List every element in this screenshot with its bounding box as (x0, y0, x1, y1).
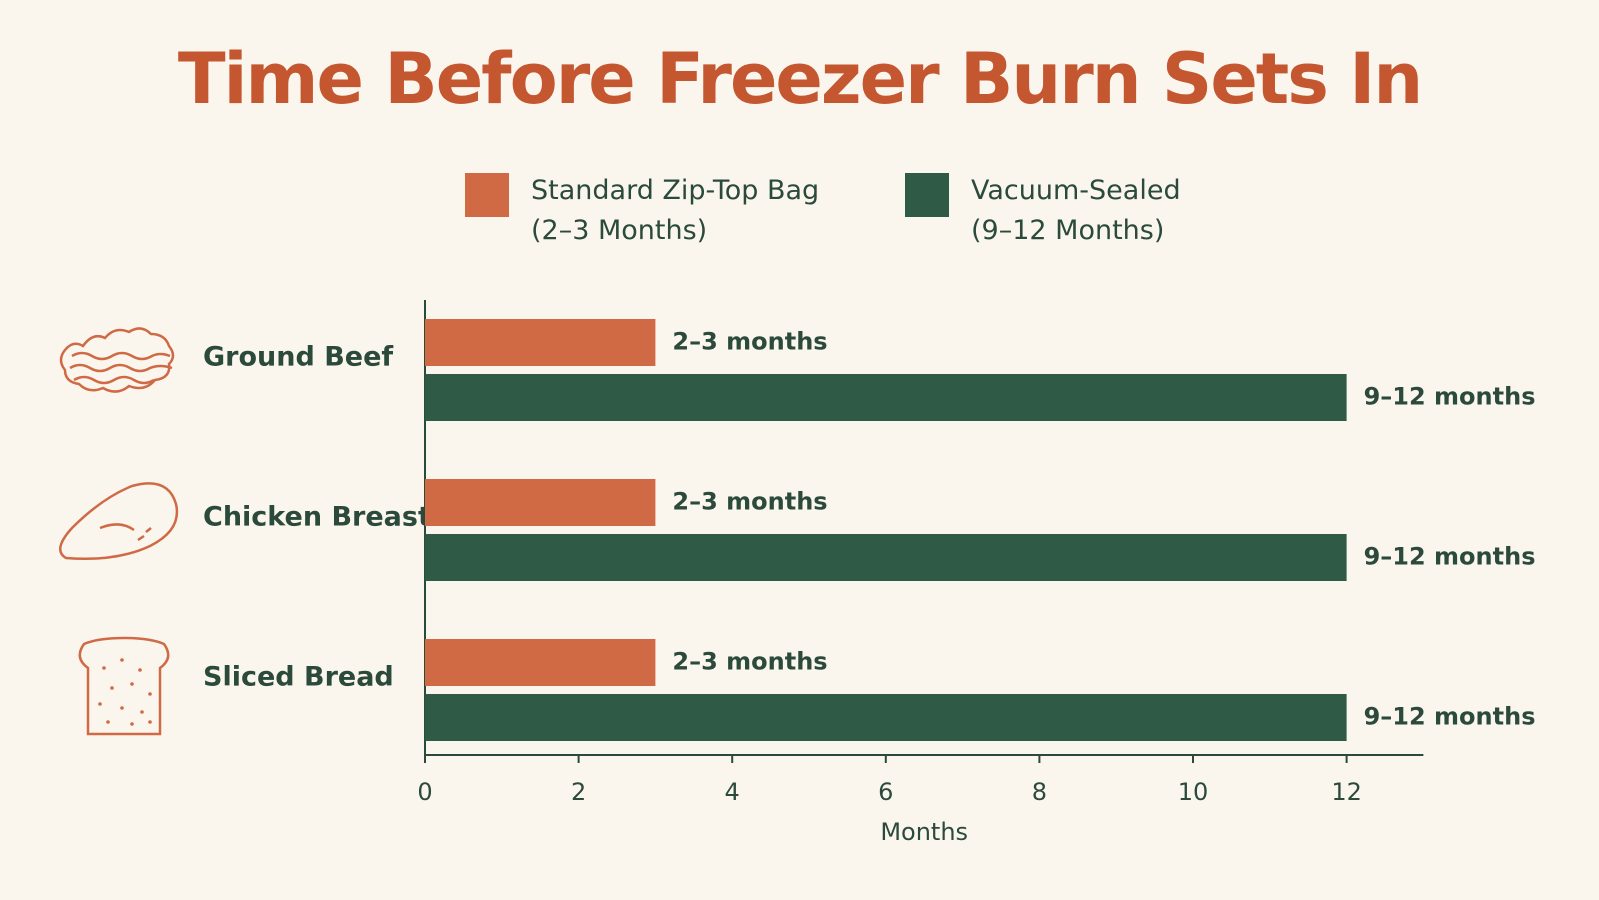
legend-label: Vacuum-Sealed (9–12 Months) (971, 175, 1181, 246)
icons (59, 327, 179, 736)
bar (425, 694, 1347, 741)
value-label: 9–12 months (1364, 383, 1536, 411)
icon-chicken-breast (59, 482, 179, 561)
icon-ground-beef (59, 327, 175, 393)
legend-swatch (465, 173, 509, 217)
x-tick-label: 0 (417, 778, 432, 806)
x-tick-label: 4 (725, 778, 740, 806)
category-label: Ground Beef (203, 342, 393, 373)
x-axis-title: Months (880, 818, 968, 846)
bar (425, 534, 1347, 581)
bar (425, 374, 1347, 421)
value-label: 9–12 months (1364, 703, 1536, 731)
value-label: 9–12 months (1364, 543, 1536, 571)
x-tick-label: 2 (571, 778, 586, 806)
legend-label: Standard Zip-Top Bag (2–3 Months) (531, 175, 820, 246)
chart-title: Time Before Freezer Burn Sets In (177, 38, 1423, 120)
x-tick-label: 8 (1032, 778, 1047, 806)
legend-swatch (905, 173, 949, 217)
category-label: Sliced Bread (203, 662, 394, 693)
value-label: 2–3 months (672, 648, 827, 676)
x-tick-label: 6 (878, 778, 893, 806)
value-label: 2–3 months (672, 488, 827, 516)
category-label: Chicken Breast (203, 502, 431, 533)
icon-sliced-bread (78, 636, 170, 736)
bar (425, 319, 656, 366)
bar (425, 639, 656, 686)
bar (425, 479, 656, 526)
x-tick-label: 10 (1178, 778, 1209, 806)
value-label: 2–3 months (672, 328, 827, 356)
legend-item: Standard Zip-Top Bag (2–3 Months) (465, 173, 819, 251)
legend-item: Vacuum-Sealed (9–12 Months) (905, 173, 1181, 251)
x-tick-label: 12 (1331, 778, 1362, 806)
